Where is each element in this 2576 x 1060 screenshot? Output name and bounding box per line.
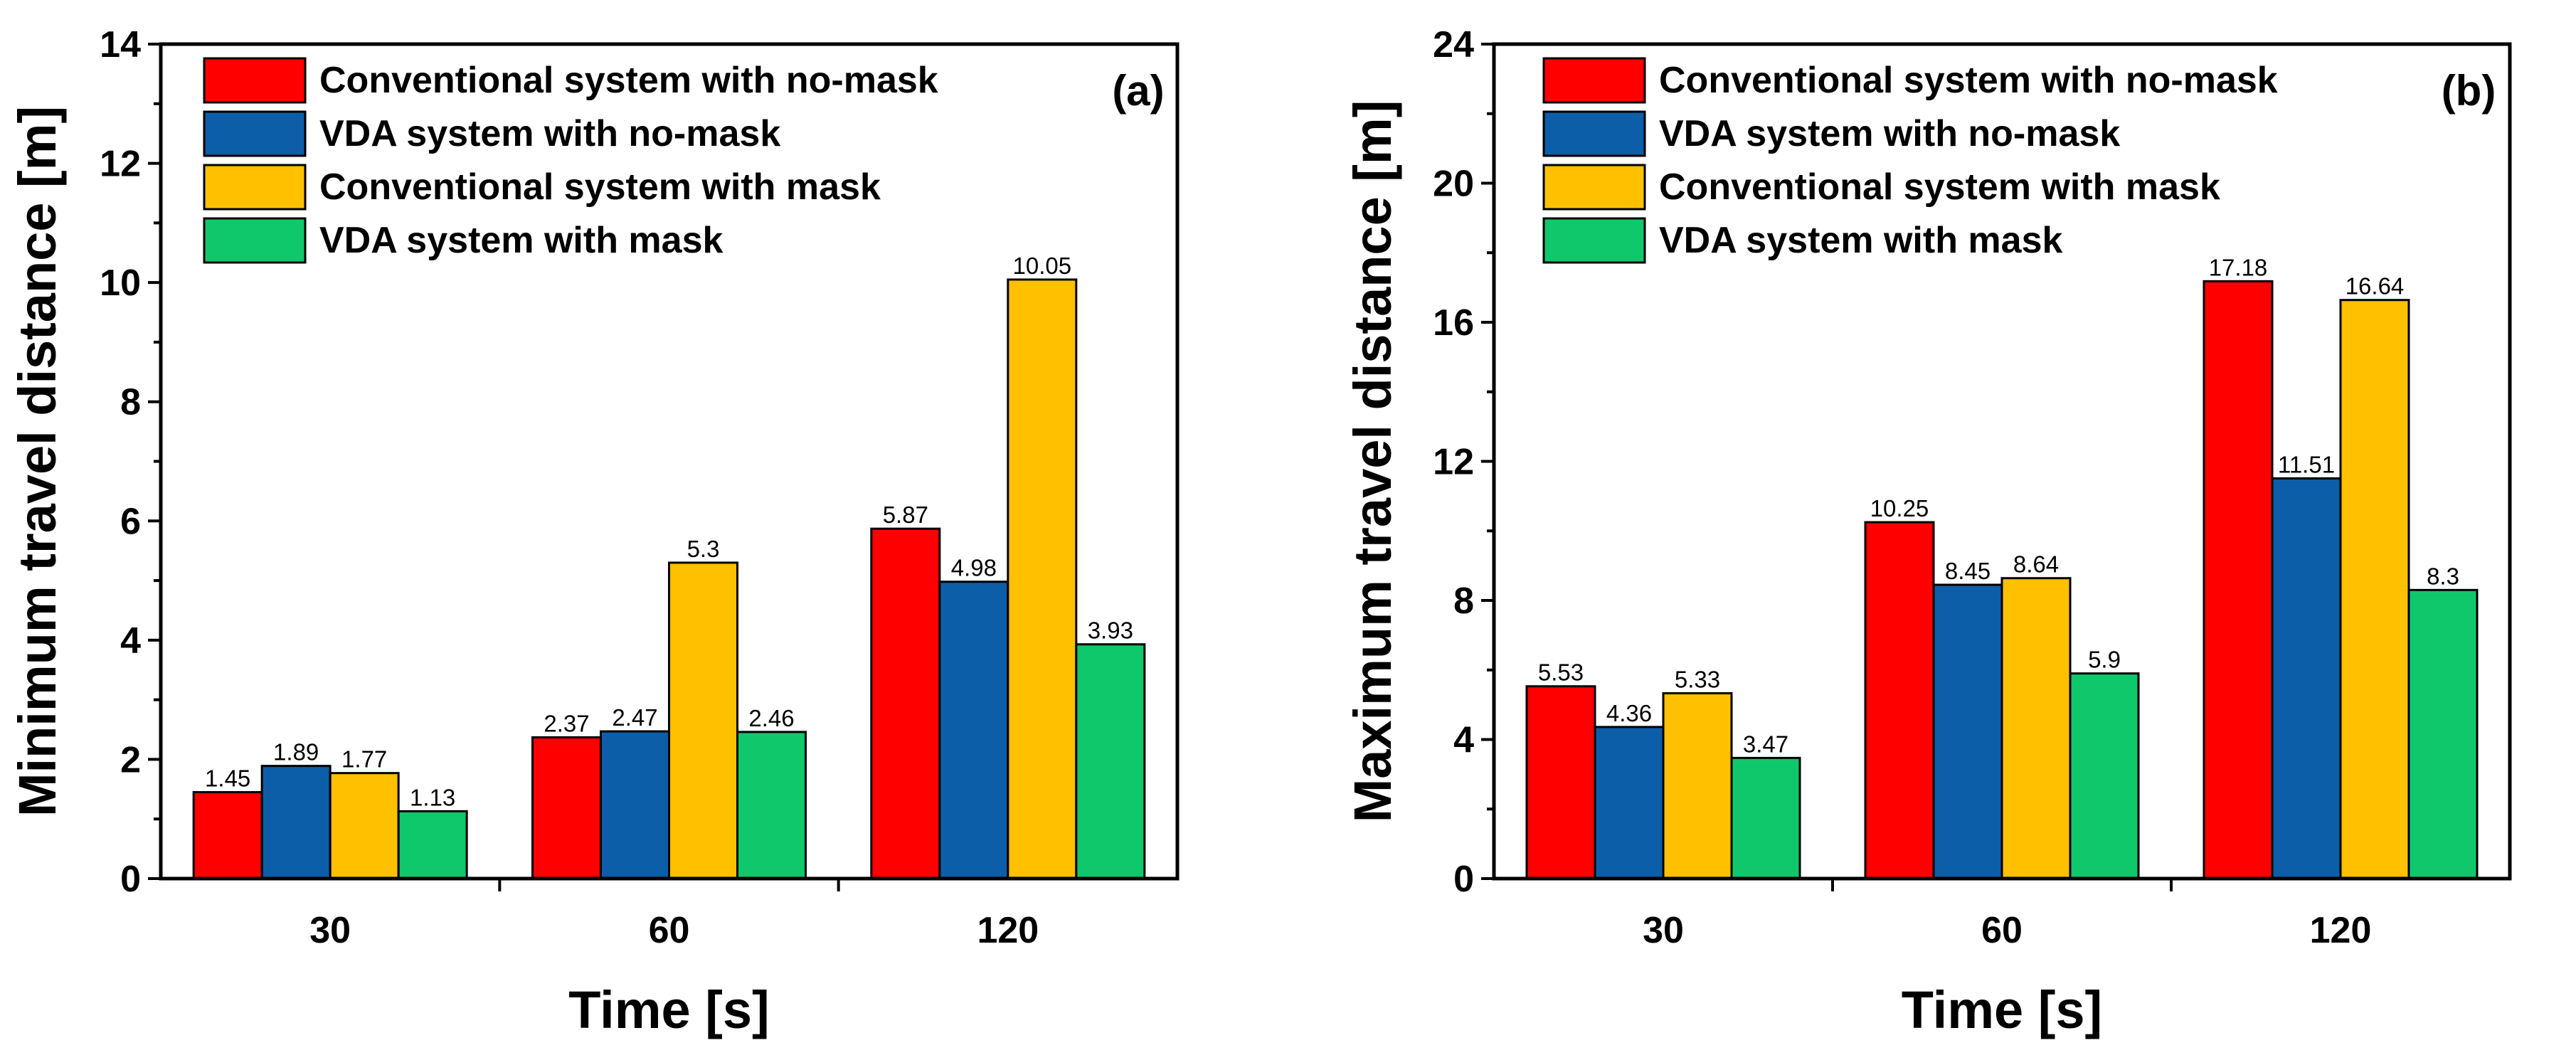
y-tick-label: 24 [1433,24,1474,65]
bar-value-label: 4.98 [951,555,997,581]
legend-swatch [203,164,307,211]
bar-value-label: 1.45 [205,765,250,792]
bar-vda-nomask-60 [1932,583,2003,880]
bar-value-label: 11.51 [2278,451,2335,477]
bar-vda-nomask-30 [260,765,332,880]
panel-label: (a) [1112,67,1164,115]
bar-conv-nomask-30 [192,791,263,880]
x-tick-label: 60 [649,910,690,951]
y-tick-label: 8 [120,382,141,423]
bar-conv-mask-120 [1007,278,1078,880]
bar-value-label: 3.93 [1088,618,1133,644]
bar-vda-mask-30 [397,810,468,880]
legend: Conventional system with no-mask VDA syst… [203,57,938,264]
bar-value-label: 1.77 [341,746,387,773]
bar-value-label: 8.45 [1945,558,1991,584]
bar-conv-mask-30 [329,772,400,880]
bar-vda-mask-60 [736,731,807,880]
legend-swatch [1542,164,1646,211]
bar-vda-mask-120 [2407,588,2479,880]
legend-label: Conventional system with no-mask [319,60,938,101]
bar-value-label: 2.47 [612,704,657,731]
x-axis-title: Time [s] [1902,980,2102,1039]
bar-value-label: 10.05 [1013,253,1072,279]
x-tick-label: 30 [309,910,351,951]
bar-vda-nomask-30 [1594,726,1665,880]
x-tick-label: 60 [1981,910,2023,951]
bar-vda-mask-120 [1075,643,1146,880]
y-axis-title: Maximum travel distance [m] [1343,100,1402,823]
bar-value-label: 2.46 [748,705,794,731]
y-tick-label: 8 [1453,581,1474,622]
y-tick-label: 0 [120,859,141,900]
bar-value-label: 2.37 [544,710,589,736]
bar-conv-nomask-120 [2203,280,2274,880]
bar-conv-nomask-60 [531,736,602,880]
bar-conv-nomask-60 [1864,521,1935,880]
bar-value-label: 10.25 [1870,495,1929,521]
bar-value-label: 3.47 [1743,731,1788,757]
bar-conv-mask-60 [668,561,738,880]
x-tick-label: 120 [2310,910,2372,951]
legend-swatch [203,57,307,104]
legend-label: VDA system with no-mask [319,113,780,154]
y-tick-label: 20 [1433,164,1474,205]
bar-value-label: 16.64 [2346,273,2405,300]
legend-label: VDA system with mask [1659,220,2062,261]
y-tick-label: 14 [100,24,141,65]
bar-conv-mask-30 [1662,691,1733,880]
bar-value-label: 1.89 [273,739,319,765]
bar-conv-nomask-30 [1525,685,1596,880]
y-tick-label: 4 [1453,720,1474,761]
legend-label: Conventional system with mask [319,166,881,208]
legend-label: VDA system with no-mask [1659,113,2120,154]
bar-value-label: 4.36 [1606,700,1652,726]
y-axis-title: Minimum travel distance [m] [8,106,67,817]
legend-swatch [203,217,307,264]
y-tick-label: 6 [120,501,141,542]
bar-value-label: 5.87 [883,502,928,528]
bar-value-label: 8.64 [2013,551,2059,578]
bar-value-label: 5.33 [1675,666,1720,692]
y-tick-label: 10 [100,263,141,304]
x-axis-title: Time [s] [568,980,769,1039]
panel-label: (b) [2442,67,2496,115]
y-tick-label: 4 [120,620,141,662]
bar-vda-mask-60 [2069,672,2140,880]
legend-swatch [1542,57,1646,104]
x-tick-label: 120 [977,910,1039,951]
legend-swatch [203,110,307,157]
x-tick-label: 30 [1643,910,1684,951]
bar-value-label: 5.3 [687,536,720,562]
y-tick-label: 12 [1433,442,1474,483]
y-tick-label: 12 [100,144,141,185]
bar-value-label: 1.13 [410,784,455,810]
y-tick-label: 16 [1433,302,1474,344]
y-tick-label: 2 [120,739,141,780]
bar-conv-mask-120 [2339,299,2410,880]
legend-label: Conventional system with no-mask [1659,60,2278,101]
chart-panel-a: 1.45 2.37 5.87 1.89 2.47 4.98 1.77 5.3 10.05 1.13… [8,24,1180,1039]
legend: Conventional system with no-mask VDA syst… [1542,57,2278,264]
legend-swatch [1542,217,1646,264]
chart-panel-b: 5.53 10.25 17.18 4.36 8.45 11.51 5.33 8.64 16.64… [1343,24,2512,1039]
bar-value-label: 8.3 [2427,563,2459,589]
bar-value-label: 5.9 [2088,647,2121,673]
bar-vda-nomask-60 [600,730,670,880]
legend-label: VDA system with mask [319,220,723,261]
bar-conv-mask-60 [2000,577,2072,880]
bar-vda-nomask-120 [2271,477,2342,880]
bar-conv-nomask-120 [870,527,941,880]
bar-value-label: 17.18 [2209,254,2268,280]
y-tick-label: 0 [1453,859,1474,900]
bar-value-label: 5.53 [1538,659,1584,686]
bar-vda-nomask-120 [938,581,1009,880]
legend-label: Conventional system with mask [1659,166,2220,208]
bar-vda-mask-30 [1730,756,1801,880]
legend-swatch [1542,110,1646,157]
